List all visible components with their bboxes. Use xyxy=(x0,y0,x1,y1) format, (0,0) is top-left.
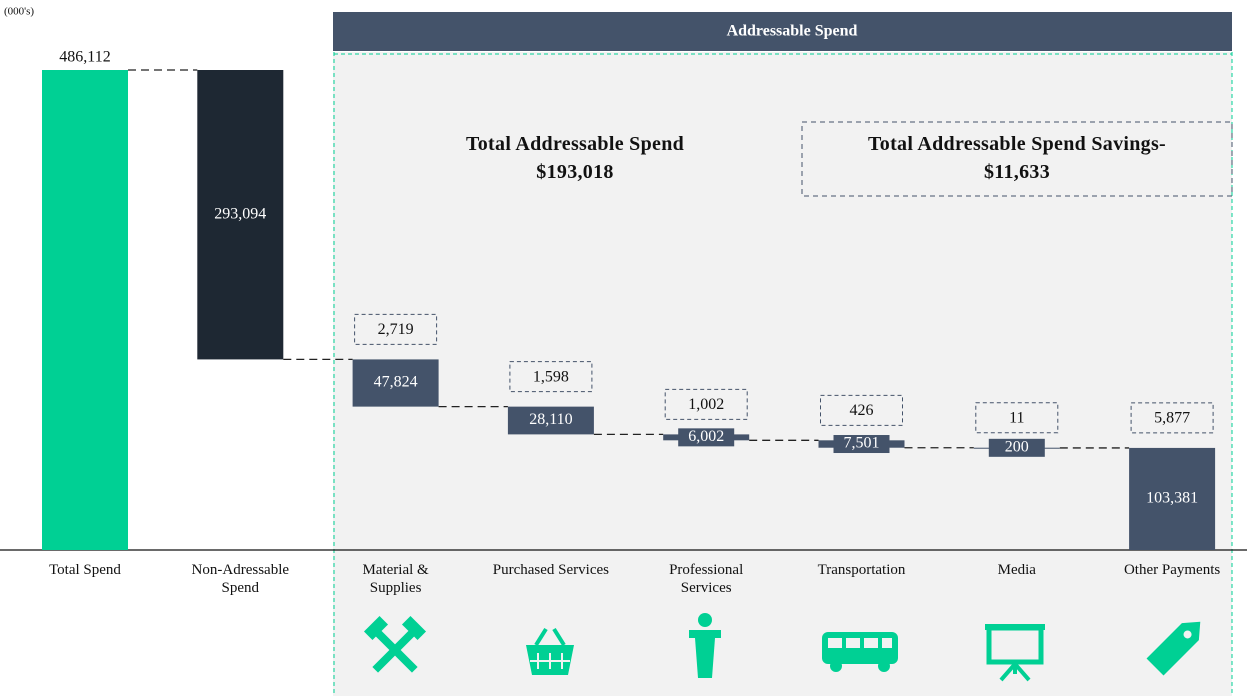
x-tick-label: Purchased Services xyxy=(492,562,609,578)
value-label: 200 xyxy=(1005,438,1029,455)
value-label: 7,501 xyxy=(844,435,880,452)
x-tick-label: Material & Supplies xyxy=(362,562,429,596)
label-background xyxy=(833,435,890,454)
savings-label: 1,598 xyxy=(533,368,569,385)
savings-label: 1,002 xyxy=(688,396,724,413)
bar xyxy=(507,406,594,435)
value-label: 486,112 xyxy=(59,49,110,66)
x-tick-label: Media xyxy=(997,562,1036,578)
annotation: Total Addressable Spend $193,018 xyxy=(400,130,750,186)
annotation-value: $11,633 xyxy=(984,161,1050,183)
annotation: Total Addressable Spend Savings- $11,633 xyxy=(802,130,1232,186)
savings-label: 5,877 xyxy=(1154,410,1190,427)
bar xyxy=(1129,447,1216,550)
label-background xyxy=(678,428,735,447)
x-tick-label: Other Payments xyxy=(1123,562,1221,578)
x-tick-label: Non-Adressable Spend xyxy=(191,562,290,596)
value-label: 47,824 xyxy=(374,374,418,391)
savings-label: 11 xyxy=(1009,409,1024,426)
bar xyxy=(352,359,439,407)
x-tick-label: Transportation xyxy=(817,562,906,578)
value-label: 103,381 xyxy=(1146,490,1198,507)
unit-label: (000's) xyxy=(4,6,34,18)
board-icon xyxy=(985,624,1045,682)
annotation-value: $193,018 xyxy=(536,161,614,183)
x-tick-label: Total Spend xyxy=(49,562,121,578)
tag-icon xyxy=(1146,621,1201,676)
savings-label: 2,719 xyxy=(378,321,414,338)
bus-icon xyxy=(822,632,898,672)
annotation-title: Total Addressable Spend Savings- xyxy=(867,133,1167,155)
bar xyxy=(197,70,284,360)
value-label: 293,094 xyxy=(214,205,266,222)
label-background xyxy=(988,438,1045,457)
podium-icon xyxy=(689,613,721,678)
value-label: 6,002 xyxy=(688,428,724,445)
value-label: 28,110 xyxy=(529,411,572,428)
header-bar xyxy=(333,12,1232,51)
bar xyxy=(42,70,128,550)
annotation-title: Total Addressable Spend xyxy=(465,133,685,155)
tools-icon xyxy=(363,615,427,673)
header: Addressable Spend xyxy=(727,23,858,40)
x-tick-label: Professional Services xyxy=(669,562,744,596)
icons xyxy=(363,613,1201,682)
basket-icon xyxy=(526,627,574,675)
addressable-panel xyxy=(333,52,1232,696)
savings-label: 426 xyxy=(850,402,874,419)
